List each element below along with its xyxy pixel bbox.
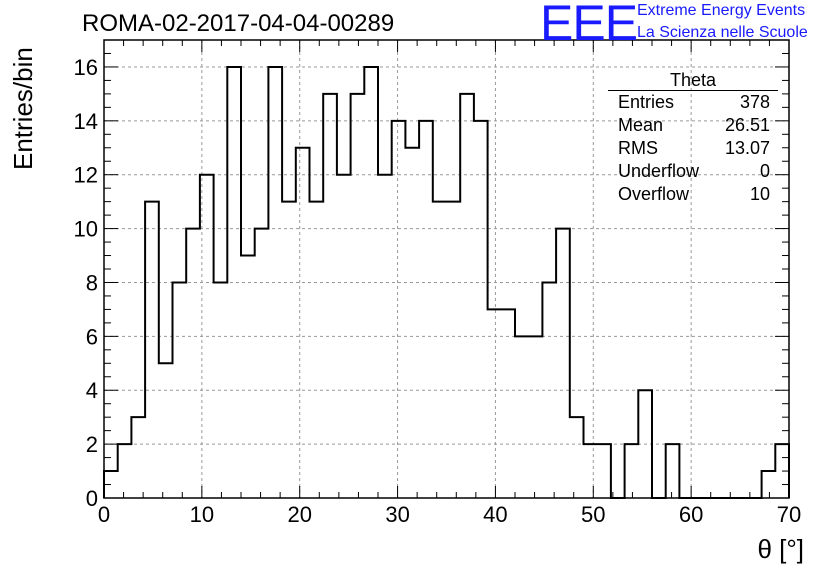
stats-row-overflow: Overflow 10 — [608, 183, 778, 206]
x-tick-label: 60 — [679, 502, 703, 527]
stats-value: 0 — [759, 161, 770, 181]
histogram-bin — [364, 67, 378, 498]
x-tick-label: 0 — [98, 502, 110, 527]
stats-box: Theta Entries 378 Mean 26.51 RMS 13.07 U… — [608, 70, 778, 206]
histogram-bin — [323, 94, 337, 498]
histogram-bin — [351, 94, 365, 498]
stats-title: Theta — [608, 70, 778, 91]
histogram-bin — [241, 256, 255, 498]
histogram-bin — [159, 363, 173, 498]
histogram-bin — [268, 67, 282, 498]
histogram-bin — [488, 309, 502, 498]
y-tick-label: 2 — [86, 432, 98, 457]
stats-row-mean: Mean 26.51 — [608, 114, 778, 137]
stats-label: RMS — [618, 138, 658, 158]
stats-row-entries: Entries 378 — [608, 91, 778, 114]
y-tick-label: 4 — [86, 378, 98, 403]
histogram-bin — [405, 148, 419, 498]
y-tick-label: 16 — [74, 55, 98, 80]
histogram-bin — [542, 282, 556, 498]
histogram-bin — [131, 417, 145, 498]
stats-value: 10 — [749, 184, 770, 204]
histogram-bin — [775, 444, 789, 498]
x-axis-label: θ [°] — [757, 534, 804, 564]
y-tick-label: 14 — [74, 109, 98, 134]
histogram-bin — [337, 175, 351, 498]
histogram-bin — [570, 417, 584, 498]
histogram-bin — [296, 148, 310, 498]
y-tick-label: 0 — [86, 486, 98, 511]
logo-line-2: La Scienza nelle Scuole — [637, 24, 808, 41]
stats-label: Underflow — [618, 161, 700, 181]
histogram-bin — [392, 121, 406, 498]
y-tick-label: 6 — [86, 324, 98, 349]
x-tick-label: 40 — [483, 502, 507, 527]
histogram-bin — [173, 282, 187, 498]
stats-row-underflow: Underflow 0 — [608, 160, 778, 183]
x-tick-label: 70 — [777, 502, 801, 527]
x-tick-label: 30 — [385, 502, 409, 527]
histogram-bin — [460, 94, 474, 498]
stats-label: Mean — [618, 115, 664, 135]
x-tick-label: 50 — [581, 502, 605, 527]
chart-title: ROMA-02-2017-04-04-00289 — [82, 10, 395, 37]
histogram-bin — [666, 444, 680, 498]
histogram-bin — [227, 67, 241, 498]
histogram-bin — [104, 471, 118, 498]
stats-row-rms: RMS 13.07 — [608, 137, 778, 160]
histogram-bin — [556, 229, 570, 498]
stats-label: Overflow — [618, 184, 690, 204]
histogram-bin — [186, 229, 200, 498]
stats-value: 378 — [739, 92, 770, 112]
y-tick-label: 8 — [86, 270, 98, 295]
x-tick-label: 20 — [287, 502, 311, 527]
histogram-bin — [638, 390, 652, 498]
histogram-bin — [584, 444, 598, 498]
stats-value: 13.07 — [724, 138, 770, 158]
x-tick-label: 10 — [190, 502, 214, 527]
histogram-bin — [433, 202, 447, 498]
histogram-bin — [310, 202, 324, 498]
histogram-bin — [762, 471, 776, 498]
histogram-bin — [214, 282, 228, 498]
histogram-bin — [474, 121, 488, 498]
histogram-bin — [378, 175, 392, 498]
histogram-bin — [447, 202, 461, 498]
histogram-bin — [515, 336, 529, 498]
histogram-bin — [200, 175, 214, 498]
histogram-series — [103, 65, 790, 499]
y-tick-label: 10 — [74, 217, 98, 242]
histogram-bin — [501, 309, 515, 498]
stats-value: 26.51 — [724, 115, 770, 135]
y-axis-label: Entries/bin — [8, 47, 38, 170]
y-tick-label: 12 — [74, 163, 98, 188]
histogram-bin — [145, 202, 159, 498]
histogram-bin — [118, 444, 132, 498]
stats-label: Entries — [618, 92, 675, 112]
histogram-bin — [419, 121, 433, 498]
logo-line-1: Extreme Energy Events — [637, 2, 806, 19]
histogram-bin — [255, 229, 269, 498]
histogram-bin — [529, 336, 543, 498]
eee-logo: EEE — [540, 0, 638, 51]
histogram-bin — [597, 444, 611, 498]
histogram-bin — [625, 444, 639, 498]
histogram-bin — [282, 202, 296, 498]
